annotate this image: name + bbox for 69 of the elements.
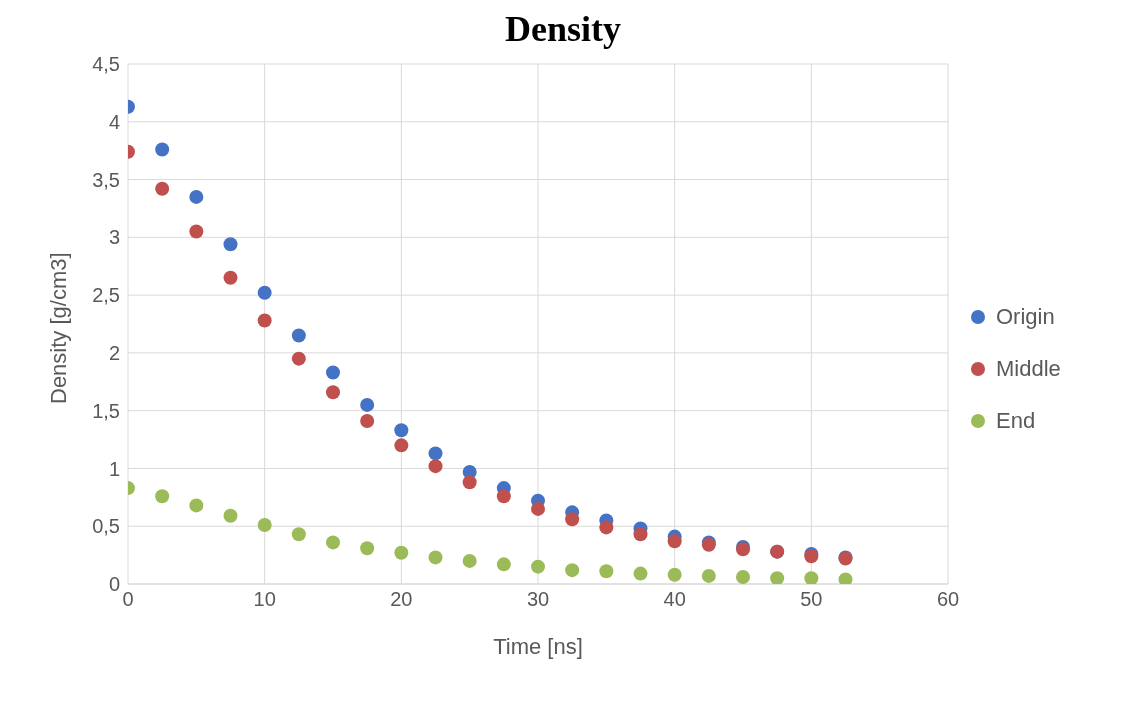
point	[394, 438, 409, 453]
point	[155, 489, 170, 504]
point	[565, 512, 580, 527]
y-tick-label: 3	[108, 226, 120, 249]
point	[736, 570, 750, 584]
chart-title: Density	[504, 8, 622, 51]
point	[326, 365, 340, 380]
x-tick-label: 20	[390, 588, 413, 611]
point	[257, 518, 272, 533]
point	[326, 535, 340, 550]
point	[360, 541, 375, 556]
point	[804, 571, 819, 584]
point	[189, 189, 204, 204]
point	[838, 572, 853, 584]
point	[394, 545, 409, 560]
point	[291, 527, 306, 542]
point	[496, 489, 511, 504]
y-tick-label: 4	[108, 110, 120, 133]
point	[633, 566, 648, 581]
point	[496, 557, 511, 572]
y-tick-label: 3,5	[92, 168, 120, 191]
point	[155, 142, 170, 157]
y-tick-label: 0,5	[92, 515, 120, 538]
legend-label: Middle	[996, 356, 1061, 382]
point	[701, 568, 716, 583]
point	[189, 498, 204, 513]
x-axis-title: Time [ns]	[493, 634, 583, 659]
point	[360, 397, 375, 412]
y-tick-label: 2	[108, 341, 120, 364]
point	[428, 550, 443, 565]
point	[770, 571, 785, 584]
y-tick-label: 1,5	[92, 399, 120, 422]
legend-label: Origin	[996, 304, 1055, 330]
point	[428, 446, 443, 461]
x-tick-label: 10	[253, 588, 276, 611]
point	[531, 559, 545, 574]
point	[428, 459, 443, 474]
point	[667, 567, 682, 582]
y-tick-label: 4,5	[92, 53, 120, 76]
point	[667, 534, 682, 549]
legend-label: End	[996, 408, 1036, 434]
point	[599, 520, 614, 535]
x-tick-label: 60	[936, 588, 960, 611]
point	[462, 553, 477, 568]
point	[326, 385, 340, 400]
x-tick-label: 0	[122, 588, 134, 611]
point	[155, 181, 170, 196]
y-axis-title: Density [g/cm3]	[45, 252, 71, 404]
point	[360, 414, 375, 429]
y-tick-label: 1	[108, 457, 120, 480]
point	[462, 475, 477, 490]
y-tick-label: 0	[108, 573, 120, 596]
x-tick-label: 40	[663, 588, 686, 611]
point	[257, 313, 272, 328]
point	[565, 563, 580, 578]
point	[291, 351, 306, 366]
y-tick-label: 2,5	[92, 284, 120, 307]
point	[189, 224, 204, 239]
point	[223, 237, 238, 252]
point	[394, 423, 409, 438]
point	[223, 270, 238, 285]
x-tick-label: 50	[800, 588, 823, 611]
point	[291, 328, 306, 343]
point	[531, 501, 545, 516]
x-tick-label: 30	[526, 588, 550, 611]
point	[633, 527, 648, 542]
point	[223, 508, 238, 523]
point	[599, 564, 614, 579]
point	[257, 285, 272, 300]
